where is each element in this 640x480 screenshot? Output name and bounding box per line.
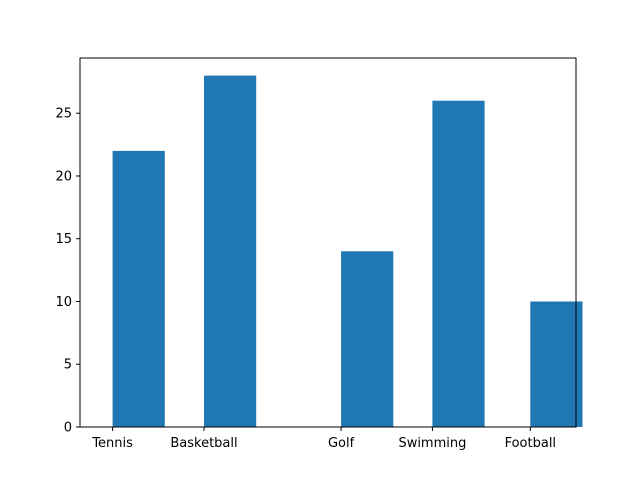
y-tick-label: 20 <box>55 169 72 184</box>
x-axis: Tennis Basketball Golf Swimming Football <box>91 427 556 451</box>
bar-basketball <box>204 75 257 427</box>
y-tick-label: 5 <box>64 358 72 373</box>
bars-group <box>112 75 583 427</box>
y-axis: 0 5 10 15 20 25 <box>55 107 80 436</box>
axes-frame <box>79 57 577 428</box>
x-tick-label-golf: Golf <box>328 436 355 451</box>
bar-swimming <box>432 100 485 427</box>
x-tick-label-football: Football <box>505 436 556 451</box>
bar-football <box>530 301 583 427</box>
y-tick-label: 25 <box>55 107 72 122</box>
y-tick-label: 0 <box>64 421 72 436</box>
y-tick-label: 10 <box>55 295 72 310</box>
y-tick-label: 15 <box>55 232 72 247</box>
bar-tennis <box>112 150 165 427</box>
x-tick-label-basketball: Basketball <box>170 436 237 451</box>
x-tick-label-tennis: Tennis <box>91 436 133 451</box>
bar-golf <box>341 251 394 427</box>
x-tick-label-swimming: Swimming <box>398 436 466 451</box>
